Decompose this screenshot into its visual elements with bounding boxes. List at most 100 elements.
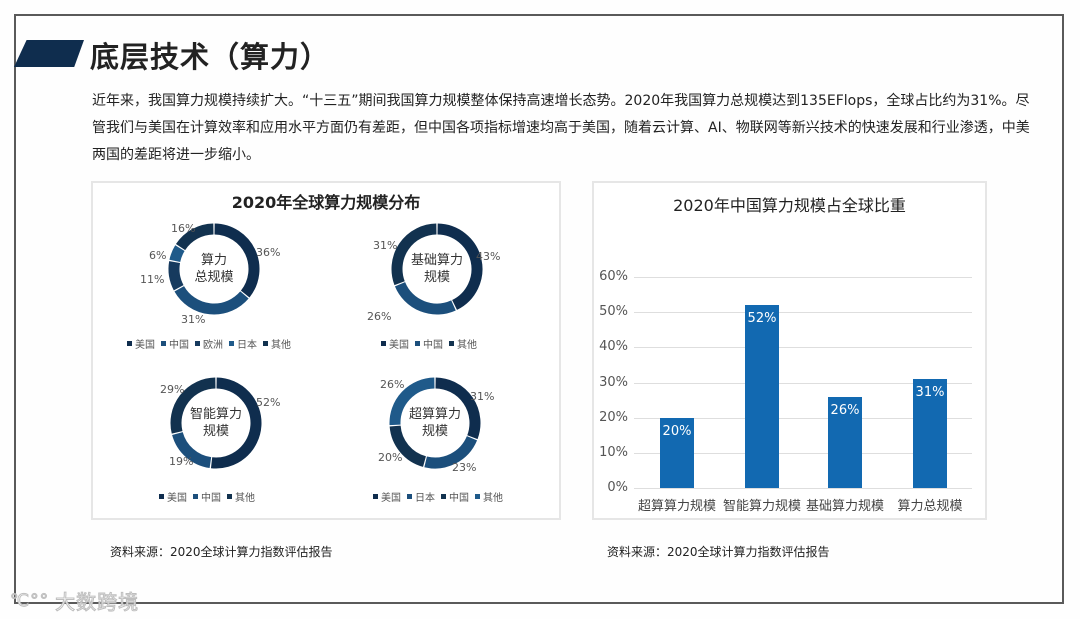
legend-swatch-icon [161, 341, 166, 346]
donut-value-label: 26% [380, 378, 405, 391]
bar-chart-title: 2020年中国算力规模占全球比重 [673, 196, 906, 215]
donut-panel-title: 2020年全球算力规模分布 [231, 193, 421, 212]
donut-segment [391, 223, 437, 286]
legend-item: 美国 [127, 336, 155, 351]
donut-segment [389, 377, 435, 426]
donut-value-label: 20% [378, 451, 403, 464]
donut-segment [168, 261, 184, 291]
donut-value-label: 52% [256, 396, 281, 409]
legend-item: 美国 [159, 489, 187, 504]
legend-swatch-icon [193, 494, 198, 499]
global-distribution-panel: 2020年全球算力规模分布 算力 总规模 36% 31% 11% 6% 16% 美国 中国 欧洲日… [91, 181, 561, 520]
bar-value-label: 26% [830, 403, 860, 418]
donut-segment [175, 223, 214, 251]
page-title: 底层技术（算力） [90, 40, 331, 74]
y-axis-tick-label: 10% [599, 445, 628, 460]
donut-segment [435, 377, 481, 440]
bar [913, 379, 947, 488]
legend-item: 美国 [373, 489, 401, 504]
donut-value-label: 23% [452, 461, 477, 474]
gridline [634, 453, 972, 454]
donut-legend: 美国 中国 欧洲 日本 其他 [127, 336, 291, 351]
bar-value-label: 20% [662, 424, 692, 439]
gridline [634, 277, 972, 278]
china-share-panel: 2020年中国算力规模占全球比重 0% 10% 20% 30% 40% 50% 60% 20%… [592, 181, 987, 520]
legend-swatch-icon [373, 494, 378, 499]
gridline [634, 488, 972, 489]
donut-center-label: 算力 总规模 [194, 253, 234, 285]
donut-value-label: 31% [373, 239, 398, 252]
legend-item: 其他 [449, 336, 477, 351]
donut-value-label: 16% [171, 222, 196, 235]
x-axis-tick-label: 算力总规模 [897, 499, 963, 514]
y-axis-tick-label: 30% [599, 375, 628, 390]
legend-item: 中国 [415, 336, 443, 351]
gridline [634, 312, 972, 313]
donut-value-label: 19% [169, 455, 194, 468]
donut-segment [424, 435, 478, 469]
gridline [634, 383, 972, 384]
y-axis-tick-label: 20% [599, 410, 628, 425]
y-axis-tick-label: 40% [599, 339, 628, 354]
legend-item: 其他 [475, 489, 503, 504]
donut-center-label: 智能算力 规模 [189, 407, 242, 439]
x-axis-tick-label: 基础算力规模 [805, 499, 884, 514]
donut-segment [214, 223, 260, 298]
legend-item: 欧洲 [195, 336, 223, 351]
donut-segment [210, 377, 262, 469]
watermark-text: 大数跨境 [55, 590, 140, 615]
legend-swatch-icon [195, 341, 200, 346]
legend-item: 其他 [263, 336, 291, 351]
title-banner-shape [14, 40, 84, 67]
legend-swatch-icon [415, 341, 420, 346]
legend-swatch-icon [127, 341, 132, 346]
bar [660, 418, 694, 488]
legend-item: 中国 [441, 489, 469, 504]
donut-segment [174, 285, 249, 315]
y-axis-tick-label: 50% [599, 304, 628, 319]
legend-item: 其他 [227, 489, 255, 504]
donut-center-label: 基础算力 规模 [410, 253, 463, 285]
source-note-left: 资料来源：2020全球计算力指数评估报告 [110, 545, 333, 559]
donut-segment [389, 425, 427, 467]
legend-swatch-icon [407, 494, 412, 499]
donut-value-label: 29% [160, 383, 185, 396]
donut-segment [169, 245, 185, 263]
donut-value-label: 26% [367, 310, 392, 323]
source-note-right: 资料来源：2020全球计算力指数评估报告 [607, 545, 830, 559]
donut-value-label: 43% [476, 250, 501, 263]
legend-item: 中国 [193, 489, 221, 504]
donut-segment [394, 281, 456, 315]
intro-paragraph: 近年来，我国算力规模持续扩大。“十三五”期间我国算力规模整体保持高速增长态势。2… [92, 93, 1030, 163]
donut-value-label: 31% [181, 313, 206, 326]
gridline [634, 347, 972, 348]
donut-value-label: 31% [470, 390, 495, 403]
legend-swatch-icon [441, 494, 446, 499]
legend-swatch-icon [263, 341, 268, 346]
watermark: ℃°° 大数跨境 [9, 586, 140, 615]
legend-swatch-icon [475, 494, 480, 499]
bar-value-label: 31% [915, 385, 945, 400]
bar [828, 397, 862, 488]
legend-swatch-icon [381, 341, 386, 346]
y-axis-tick-label: 0% [607, 480, 628, 495]
donut-segment [437, 223, 483, 310]
x-axis-tick-label: 智能算力规模 [722, 499, 801, 514]
gridline [634, 418, 972, 419]
donut-legend: 美国 中国 其他 [159, 489, 255, 504]
legend-swatch-icon [449, 341, 454, 346]
legend-item: 日本 [407, 489, 435, 504]
donut-value-label: 6% [149, 249, 167, 262]
donut-segment [172, 431, 212, 469]
legend-item: 美国 [381, 336, 409, 351]
bar [745, 305, 779, 488]
donut-legend: 美国 日本 中国 其他 [373, 489, 503, 504]
donut-value-label: 11% [140, 273, 165, 286]
donut-center-label: 超算算力 规模 [408, 407, 461, 439]
donut-segment [170, 377, 216, 434]
donut-value-label: 36% [256, 246, 281, 259]
watermark-logo-icon: ℃°° [9, 590, 50, 611]
y-axis-tick-label: 60% [599, 269, 628, 284]
legend-item: 中国 [161, 336, 189, 351]
donut-legend: 美国 中国 其他 [381, 336, 477, 351]
